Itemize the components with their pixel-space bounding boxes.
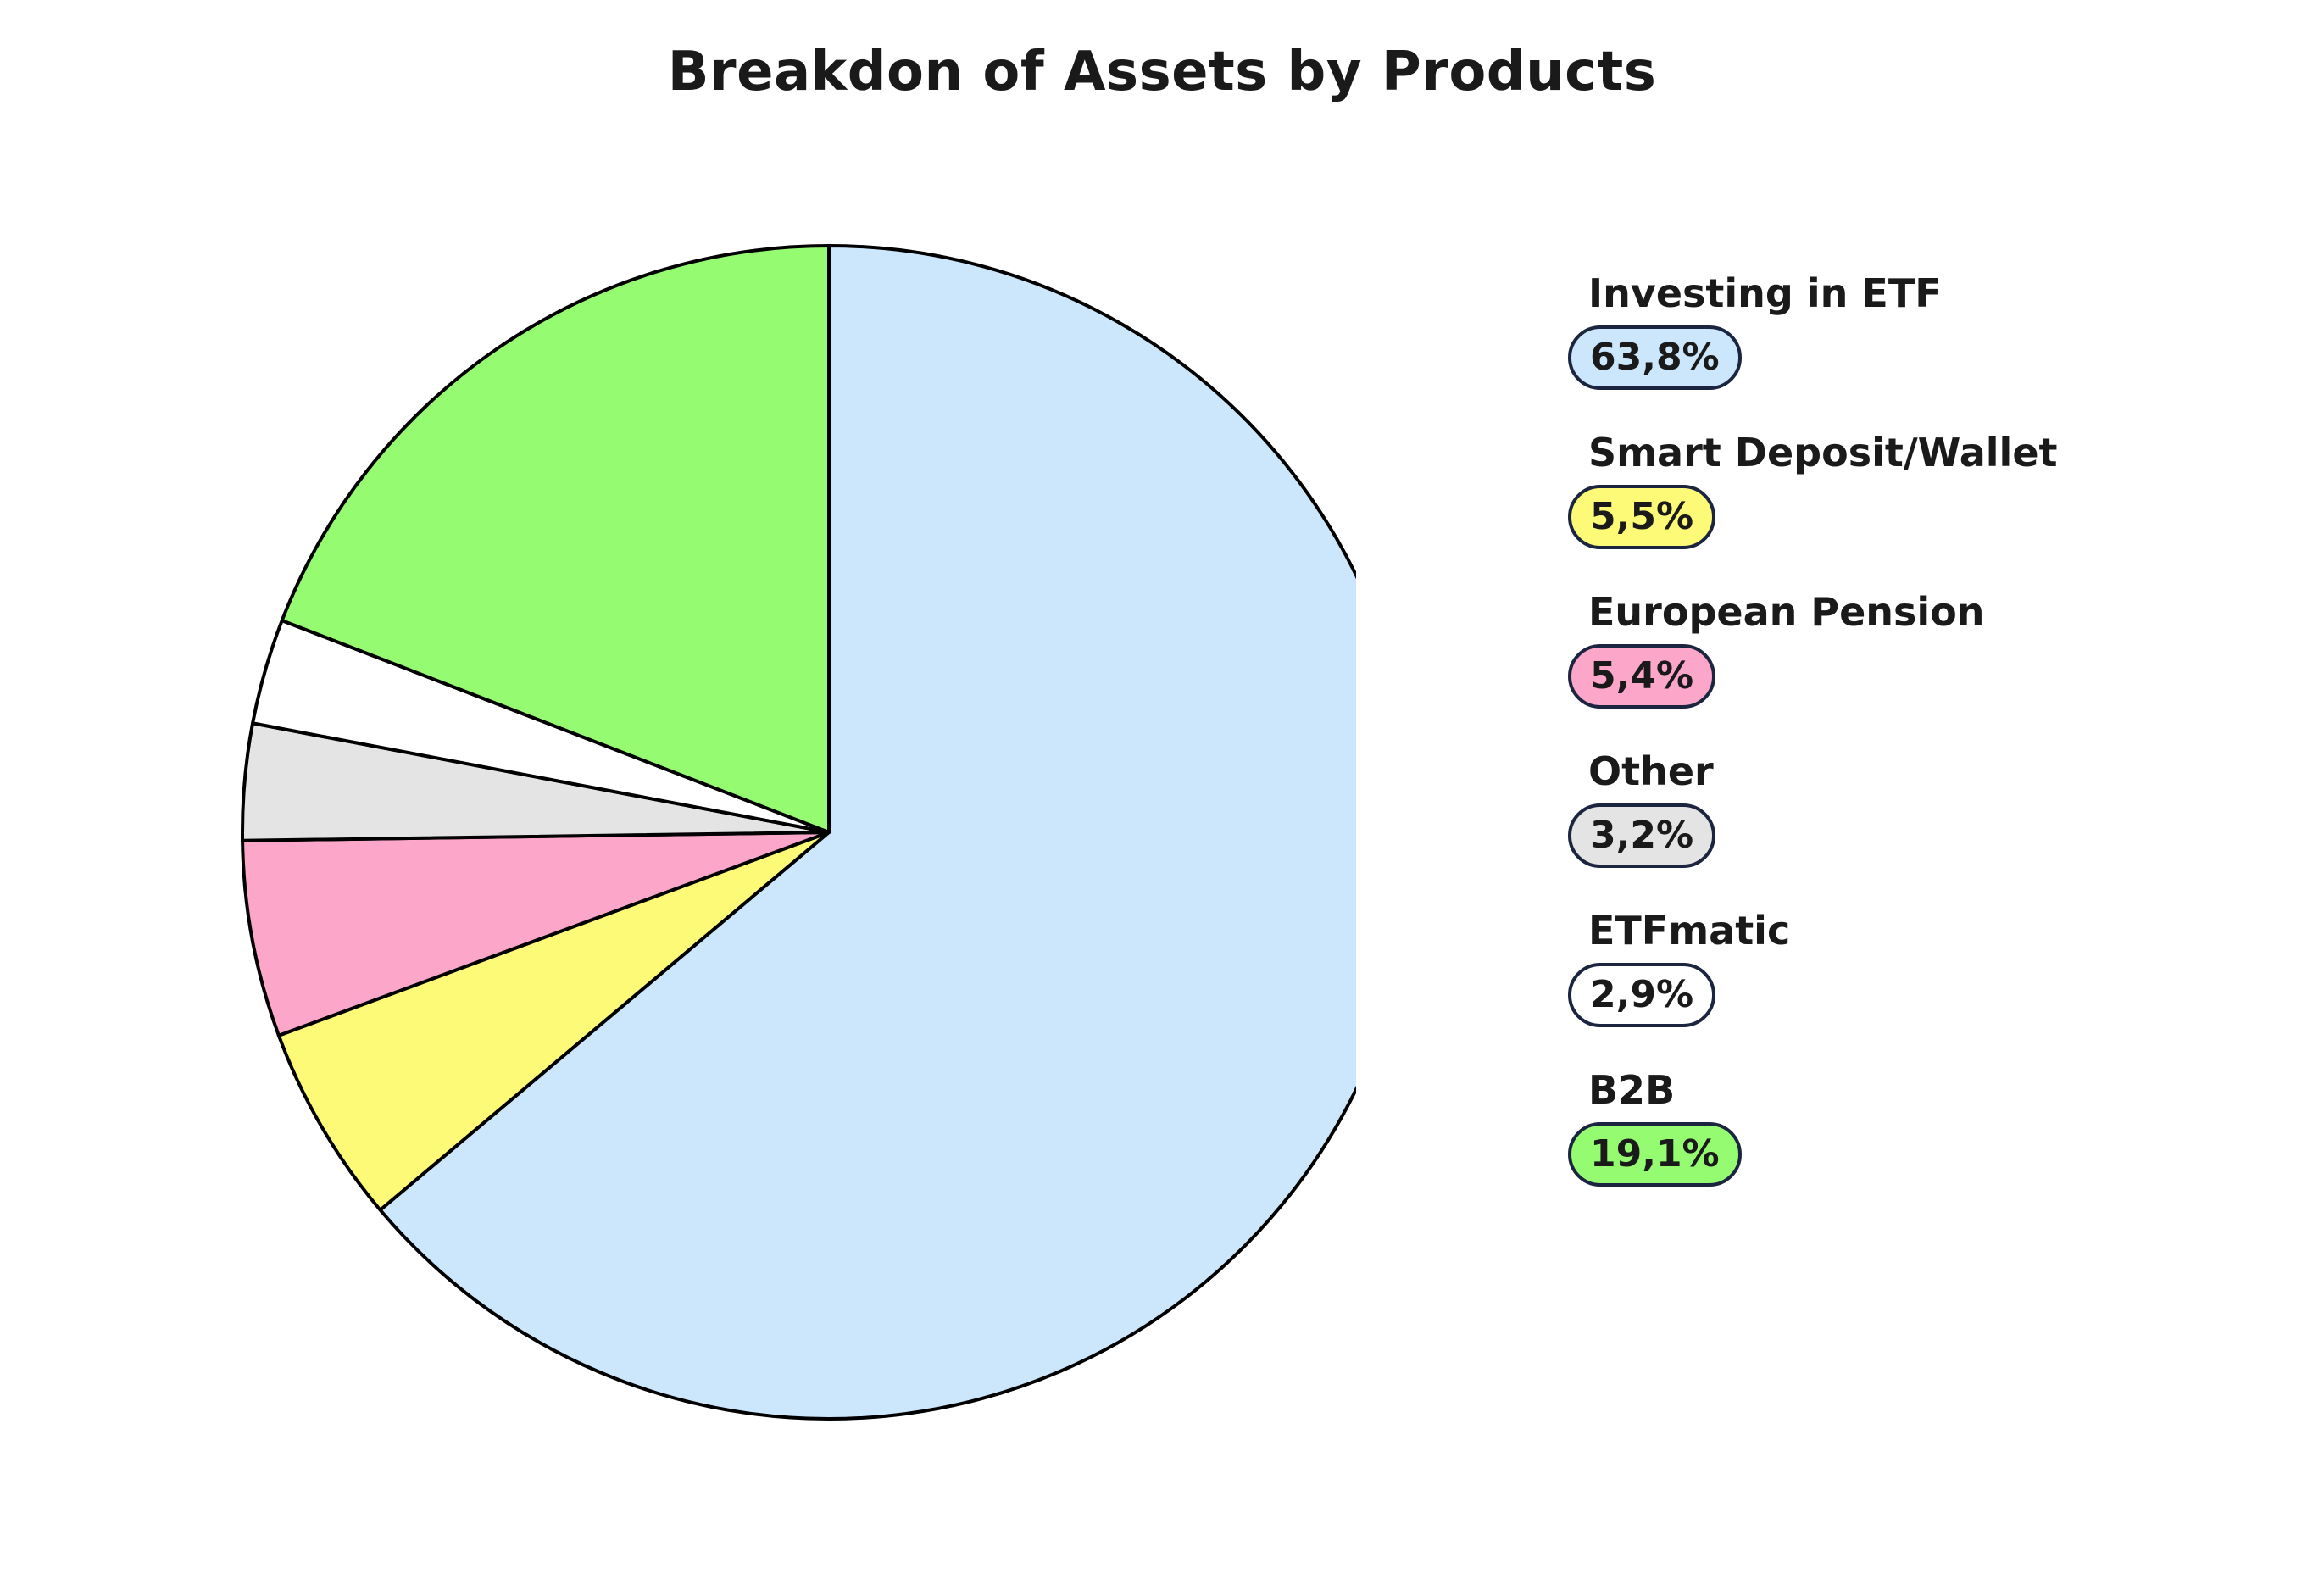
chart-title: Breakdon of Assets by Products bbox=[667, 41, 1657, 103]
legend-item-b2b: B2B 19,1% bbox=[1568, 1066, 2212, 1226]
legend-label: Investing in ETF bbox=[1588, 270, 1942, 316]
legend-label: ETFmatic bbox=[1588, 908, 1791, 954]
pie-slice-investing-in-etf bbox=[378, 244, 1356, 1421]
legend-label: Smart Deposit/Wallet bbox=[1588, 430, 2058, 475]
legend-label: B2B bbox=[1588, 1067, 1676, 1113]
pie-slice-european-pension bbox=[241, 831, 831, 1037]
legend-item-other: Other 3,2% bbox=[1568, 748, 2212, 907]
percent-badge: 5,4% bbox=[1568, 644, 1716, 709]
legend-item-investing-in-etf: Investing in ETF 63,8% bbox=[1568, 270, 2212, 429]
legend-item-smart-deposit-wallet: Smart Deposit/Wallet 5,5% bbox=[1568, 429, 2212, 588]
percent-badge: 63,8% bbox=[1568, 325, 1742, 390]
legend-label: Other bbox=[1588, 748, 1714, 794]
pie-slice-b2b bbox=[280, 244, 831, 834]
pie-slice-smart-deposit-wallet bbox=[276, 831, 831, 1212]
percent-badge: 5,5% bbox=[1568, 485, 1716, 549]
legend: Investing in ETF 63,8% Smart Deposit/Walle… bbox=[1568, 270, 2212, 1226]
legend-item-etfmatic: ETFmatic 2,9% bbox=[1568, 907, 2212, 1066]
legend-label: European Pension bbox=[1588, 589, 1985, 635]
legend-item-european-pension: European Pension 5,4% bbox=[1568, 588, 2212, 748]
percent-badge: 19,1% bbox=[1568, 1122, 1742, 1187]
percent-badge: 2,9% bbox=[1568, 963, 1716, 1027]
pie-chart bbox=[241, 244, 1356, 1421]
percent-badge: 3,2% bbox=[1568, 803, 1716, 868]
